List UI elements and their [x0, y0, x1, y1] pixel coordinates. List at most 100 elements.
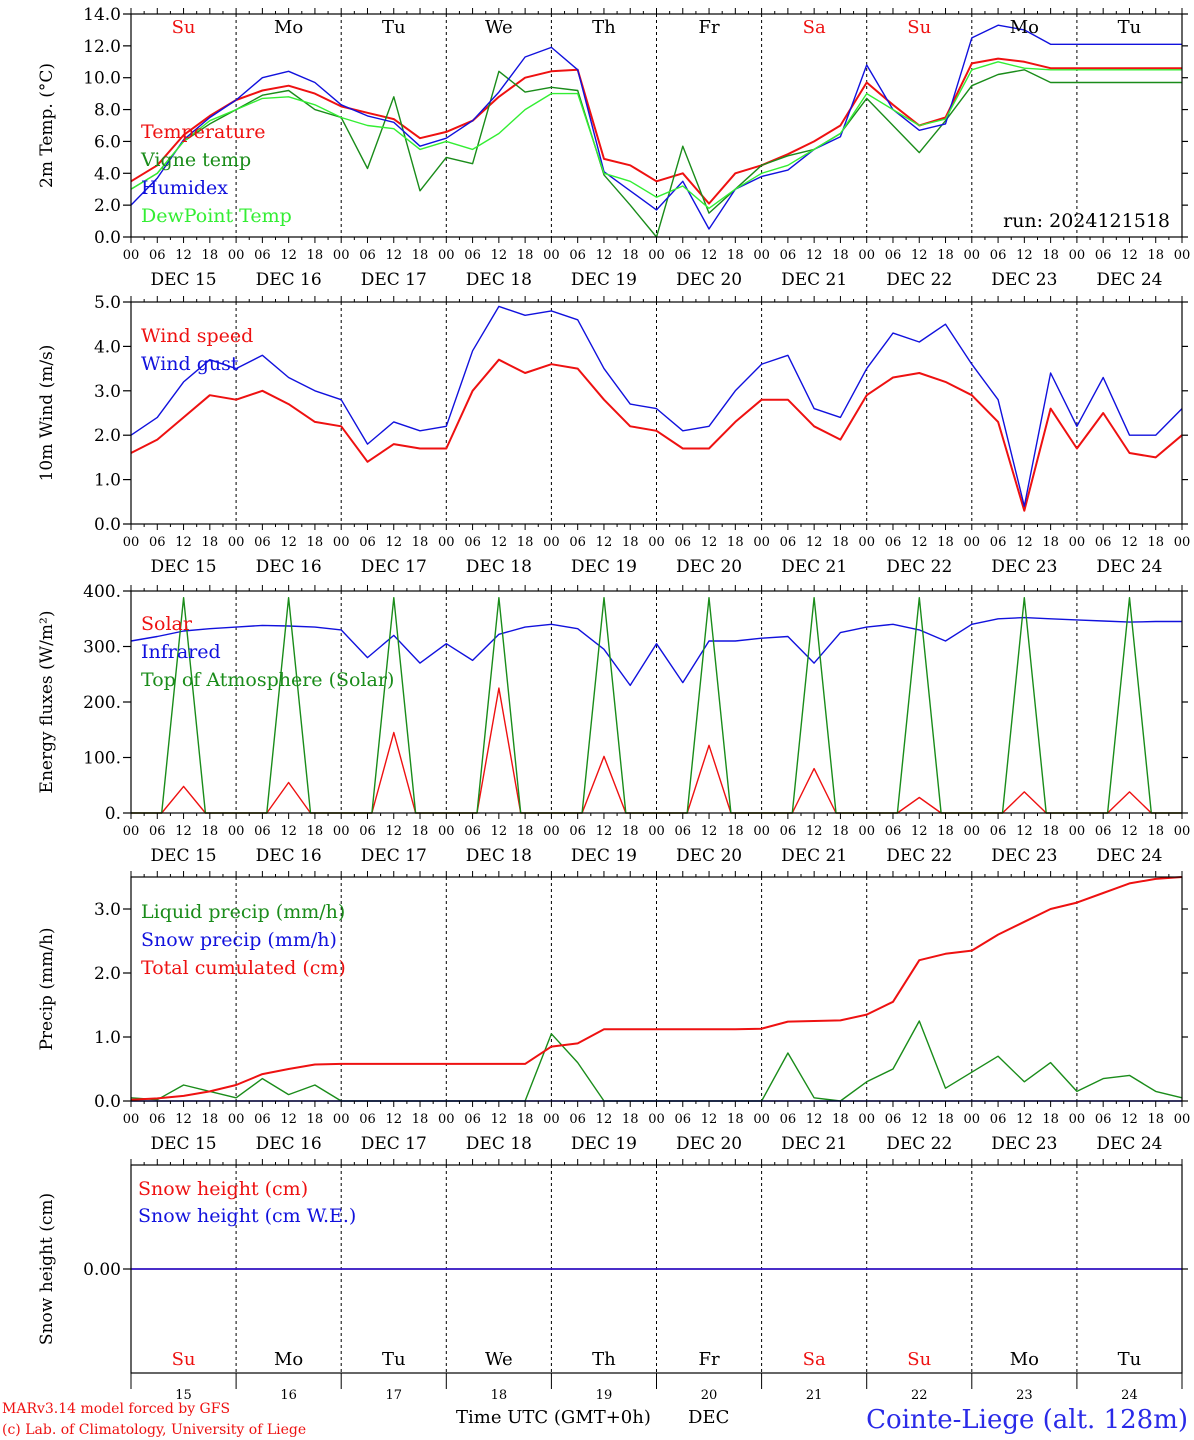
x-hour-label: 12 — [1016, 824, 1033, 839]
legend-entry: Snow height (cm W.E.) — [138, 1205, 356, 1227]
x-date-label: DEC 20 — [676, 270, 742, 290]
station-label: Cointe-Liege (alt. 128m) — [866, 1405, 1188, 1435]
x-hour-label: 12 — [806, 535, 823, 550]
weekday-label-top: Th — [592, 17, 616, 38]
y-tick-label: 10.0 — [83, 69, 121, 89]
x-hour-label: 18 — [937, 1112, 954, 1127]
x-hour-label: 00 — [753, 248, 770, 263]
x-hour-label: 12 — [491, 1112, 508, 1127]
x-hour-label: 12 — [701, 248, 718, 263]
day-number-label: 20 — [701, 1388, 718, 1403]
y-tick-label: 3.0 — [94, 382, 121, 402]
x-hour-label: 06 — [464, 824, 481, 839]
x-hour-label: 06 — [675, 1112, 692, 1127]
weekday-label-top: Mo — [1010, 17, 1039, 38]
x-hour-label: 06 — [990, 824, 1007, 839]
day-number-label: 24 — [1121, 1388, 1138, 1403]
weekday-label-bottom: We — [485, 1349, 513, 1370]
x-hour-label: 18 — [832, 1112, 849, 1127]
x-hour-label: 12 — [175, 535, 192, 550]
x-hour-label: 18 — [727, 535, 744, 550]
x-hour-label: 06 — [990, 1112, 1007, 1127]
y-tick-label: 0.0 — [94, 515, 121, 535]
legend-entry: Snow height (cm) — [138, 1178, 308, 1200]
x-hour-label: 18 — [832, 535, 849, 550]
x-hour-label: 06 — [885, 1112, 902, 1127]
x-hour-label: 06 — [675, 824, 692, 839]
x-hour-label: 18 — [1042, 248, 1059, 263]
x-hour-label: 00 — [858, 248, 875, 263]
x-hour-label: 18 — [412, 535, 429, 550]
x-hour-label: 00 — [438, 1112, 455, 1127]
legend-entry: Wind gust — [141, 353, 239, 375]
x-date-label: DEC 18 — [466, 846, 532, 866]
x-hour-label: 12 — [1016, 535, 1033, 550]
x-hour-label: 06 — [254, 535, 271, 550]
x-date-label: DEC 19 — [571, 846, 637, 866]
day-number-label: 15 — [175, 1388, 192, 1403]
y-axis-label: Energy fluxes (W/m²) — [37, 611, 57, 794]
x-date-label: DEC 17 — [361, 557, 427, 577]
weekday-label-bottom: Sa — [803, 1349, 826, 1370]
y-tick-label: 4.0 — [94, 337, 121, 357]
x-hour-label: 00 — [1174, 248, 1191, 263]
x-hour-label: 00 — [123, 248, 140, 263]
x-hour-label: 06 — [675, 535, 692, 550]
x-hour-label: 00 — [1174, 1112, 1191, 1127]
x-date-label: DEC 24 — [1096, 270, 1162, 290]
x-hour-label: 00 — [543, 535, 560, 550]
x-hour-label: 12 — [280, 1112, 297, 1127]
x-date-label: DEC 15 — [151, 1134, 217, 1154]
series-line-humidex — [130, 24, 1182, 230]
x-hour-label: 18 — [727, 248, 744, 263]
weekday-label-bottom: Mo — [274, 1349, 303, 1370]
x-hour-label: 18 — [412, 824, 429, 839]
x-hour-label: 00 — [333, 1112, 350, 1127]
x-hour-label: 12 — [175, 248, 192, 263]
legend-entry: Humidex — [141, 177, 228, 199]
x-date-label: DEC 21 — [781, 270, 847, 290]
x-date-label: DEC 16 — [256, 557, 322, 577]
x-hour-label: 18 — [1147, 535, 1164, 550]
x-hour-label: 12 — [1016, 1112, 1033, 1127]
y-tick-label: 0. — [105, 804, 121, 824]
x-date-label: DEC 21 — [781, 846, 847, 866]
weekday-label-top: Tu — [382, 17, 406, 38]
x-hour-label: 00 — [438, 248, 455, 263]
x-hour-label: 00 — [1174, 824, 1191, 839]
x-hour-label: 18 — [1147, 1112, 1164, 1127]
x-hour-label: 00 — [964, 1112, 981, 1127]
x-axis-label: Time UTC (GMT+0h) — [456, 1407, 651, 1428]
x-date-label: DEC 19 — [571, 557, 637, 577]
plot-frame — [130, 13, 1183, 238]
legend-entry: Temperature — [141, 121, 265, 143]
x-hour-label: 06 — [675, 248, 692, 263]
x-hour-label: 12 — [385, 535, 402, 550]
y-tick-label: 100. — [83, 749, 121, 769]
series-line-dewpoint-temp — [130, 61, 1182, 209]
x-hour-label: 18 — [307, 1112, 324, 1127]
day-number-label: 19 — [596, 1388, 613, 1403]
x-hour-label: 06 — [569, 535, 586, 550]
y-tick-label: 8.0 — [94, 101, 121, 121]
x-hour-label: 00 — [858, 1112, 875, 1127]
y-tick-label: 14.0 — [83, 5, 121, 25]
x-hour-label: 00 — [228, 824, 245, 839]
series-line-total-cumulated-cm- — [130, 876, 1183, 1101]
legend-entry: Wind speed — [141, 325, 253, 347]
legend-entry: Snow precip (mm/h) — [141, 929, 337, 951]
x-hour-label: 00 — [648, 1112, 665, 1127]
x-hour-label: 18 — [202, 1112, 219, 1127]
weekday-label-top: We — [485, 17, 513, 38]
day-number-label: 16 — [280, 1388, 297, 1403]
x-date-label: DEC 15 — [151, 557, 217, 577]
x-date-label: DEC 15 — [151, 846, 217, 866]
x-hour-label: 00 — [333, 535, 350, 550]
x-hour-label: 06 — [780, 1112, 797, 1127]
x-hour-label: 18 — [517, 824, 534, 839]
x-hour-label: 00 — [858, 535, 875, 550]
x-hour-label: 00 — [753, 1112, 770, 1127]
x-hour-label: 00 — [1069, 824, 1086, 839]
weekday-label-top: Su — [907, 17, 931, 38]
day-number-label: 22 — [911, 1388, 928, 1403]
